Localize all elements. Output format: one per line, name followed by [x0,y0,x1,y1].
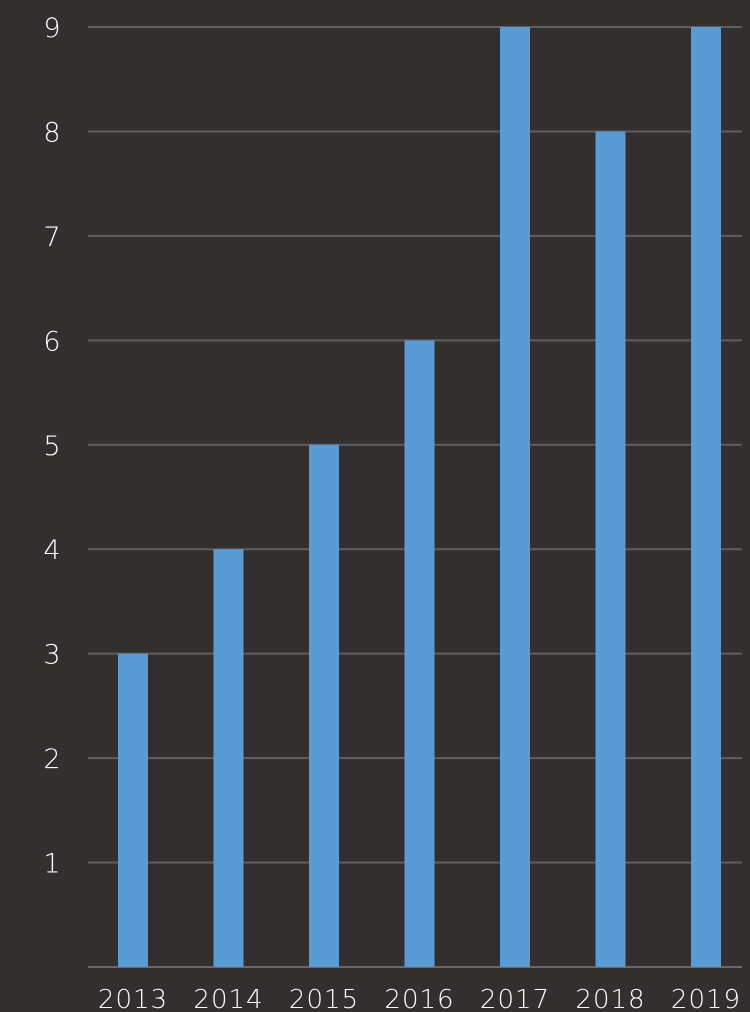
y-axis-tick-labels: 1 2 3 4 5 6 7 8 9 [43,13,60,880]
y-tick-label: 7 [43,222,60,253]
bar [595,131,626,967]
y-tick-label: 4 [43,535,60,566]
y-tick-label: 1 [43,849,60,880]
x-axis-category-labels: 2013 2014 2015 2016 2017 2018 2019 [98,985,741,1012]
bar [309,444,339,967]
y-tick-label: 3 [43,640,60,671]
x-category-label: 2019 [671,985,741,1012]
bar [500,27,530,967]
x-category-label: 2015 [289,985,359,1012]
y-tick-label: 2 [43,744,60,775]
y-tick-label: 6 [43,326,60,357]
y-tick-label: 8 [43,117,60,148]
bar [118,653,148,967]
bar [691,27,721,967]
x-category-label: 2013 [98,985,168,1012]
y-tick-label: 9 [43,13,60,44]
x-category-label: 2018 [575,985,645,1012]
x-category-label: 2017 [480,985,550,1012]
bar [213,549,244,967]
bars [118,27,721,967]
x-category-label: 2016 [384,985,454,1012]
bar [404,340,435,967]
x-category-label: 2014 [193,985,263,1012]
y-tick-label: 5 [43,431,60,462]
